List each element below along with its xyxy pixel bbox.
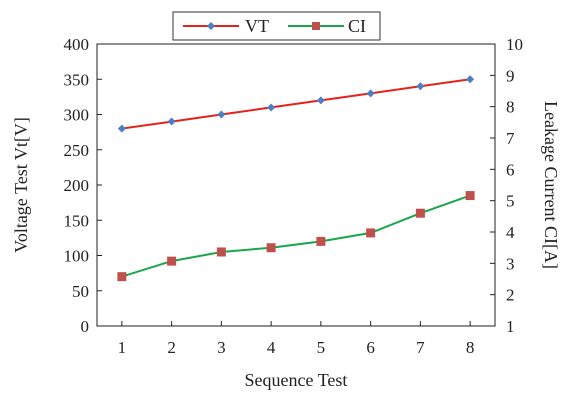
right-tick-label: 3 [506, 254, 515, 273]
right-tick-label: 9 [506, 66, 515, 85]
x-tick-label: 2 [167, 338, 176, 357]
left-tick-label: 50 [72, 282, 89, 301]
left-tick-label: 150 [64, 211, 90, 230]
data-point-vt [466, 75, 475, 84]
right-tick-label: 2 [506, 286, 515, 305]
right-tick-label: 6 [506, 160, 515, 179]
right-tick-label: 5 [506, 192, 515, 211]
plot-area [96, 43, 496, 327]
left-axis: 0 50 100 150 200 250 300 350 400 [64, 35, 102, 336]
left-axis-title: Voltage Test Vt[V] [11, 117, 31, 253]
data-point-vt [366, 89, 375, 98]
x-tick-label: 5 [317, 338, 326, 357]
data-point-ci [415, 208, 425, 218]
x-tick-label: 6 [366, 338, 375, 357]
left-tick-label: 350 [64, 70, 90, 89]
data-point-vt [217, 110, 226, 119]
series-line-ci [121, 194, 471, 278]
right-tick-label: 4 [506, 223, 515, 242]
data-point-ci [117, 272, 127, 282]
data-point-ci [465, 191, 475, 201]
x-tick-label: 4 [267, 338, 276, 357]
data-point-vt [316, 96, 325, 105]
x-axis-title: Sequence Test [245, 370, 348, 390]
data-point-ci [167, 256, 177, 266]
x-axis: 1 2 3 4 5 6 7 8 [118, 321, 475, 357]
data-point-ci [266, 243, 276, 253]
right-axis: 1 2 3 4 5 6 7 8 9 10 [490, 35, 523, 336]
series-line-vt [121, 78, 471, 130]
data-point-vt [117, 124, 126, 133]
data-point-vt [416, 82, 425, 91]
data-point-vt [267, 103, 276, 112]
series-layer [117, 75, 475, 282]
right-tick-label: 1 [506, 317, 515, 336]
data-point-ci [366, 228, 376, 238]
left-tick-label: 400 [64, 35, 90, 54]
x-tick-label: 7 [416, 338, 425, 357]
left-tick-label: 300 [64, 106, 90, 125]
legend-ci-marker [312, 22, 320, 30]
left-tick-label: 0 [81, 317, 90, 336]
left-tick-label: 200 [64, 176, 90, 195]
data-point-vt [167, 117, 176, 126]
right-tick-label: 8 [506, 98, 515, 117]
x-tick-label: 8 [466, 338, 475, 357]
legend-vt-marker [207, 22, 215, 30]
legend-ci-label: CI [348, 16, 366, 36]
x-tick-label: 3 [217, 338, 226, 357]
legend: VT CI [172, 11, 381, 41]
x-tick-label: 1 [118, 338, 127, 357]
left-tick-label: 250 [64, 141, 90, 160]
right-axis-title: Leakage Current CI[A] [541, 101, 561, 269]
data-point-ci [216, 247, 226, 257]
left-tick-label: 100 [64, 247, 90, 266]
legend-vt-label: VT [245, 16, 269, 36]
right-tick-label: 10 [506, 35, 523, 54]
data-point-ci [316, 236, 326, 246]
right-tick-label: 7 [506, 129, 515, 148]
